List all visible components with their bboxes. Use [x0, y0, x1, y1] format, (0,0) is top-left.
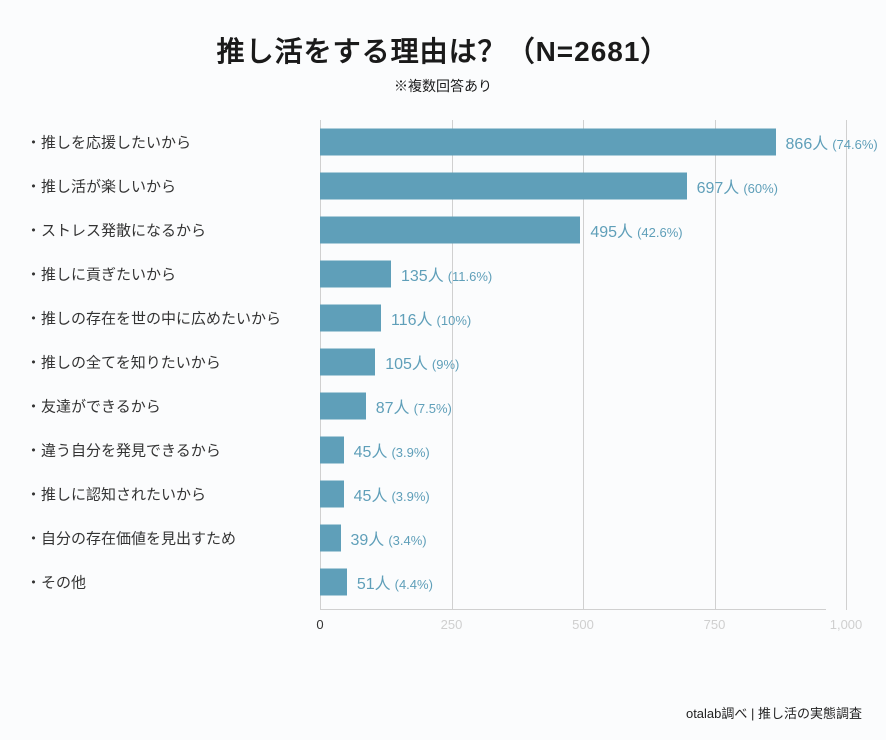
x-tick-label: 250: [441, 617, 463, 632]
chart-title: 推し活をする理由は？（N=2681）: [20, 30, 866, 70]
bar-category-label: ・推しの存在を世の中に広めたいから: [26, 308, 306, 329]
bar: [320, 525, 341, 552]
bar: [320, 261, 391, 288]
bar: [320, 481, 344, 508]
bar: [320, 437, 344, 464]
bar-value-label: 39人(3.4%): [351, 526, 427, 550]
bar-row: ・推しの存在を世の中に広めたいから116人(10%): [320, 296, 826, 340]
chart-footer: otalab調べ | 推し活の実態調査: [686, 703, 862, 722]
chart-container: 推し活をする理由は？（N=2681） ※複数回答あり 0 250 500 750 1,0…: [0, 0, 886, 740]
chart-subtitle: ※複数回答あり: [20, 76, 866, 96]
bar-value-label: 495人(42.6%): [590, 218, 682, 242]
bar-row: ・友達ができるから87人(7.5%): [320, 384, 826, 428]
bar-row: ・違う自分を発見できるから45人(3.9%): [320, 428, 826, 472]
x-tick-label: 750: [704, 617, 726, 632]
bar-category-label: ・ストレス発散になるから: [26, 220, 306, 241]
bar-value-label: 135人(11.6%): [401, 262, 492, 286]
bar-value-label: 697人(60%): [697, 174, 778, 198]
grid-line: [846, 120, 847, 610]
bar-value-label: 87人(7.5%): [376, 394, 452, 418]
bar-row: ・その他51人(4.4%): [320, 560, 826, 604]
bar-category-label: ・その他: [26, 572, 306, 593]
bar-category-label: ・違う自分を発見できるから: [26, 440, 306, 461]
x-tick-label: 1,000: [830, 617, 863, 632]
bar-row: ・推しに認知されたいから45人(3.9%): [320, 472, 826, 516]
bar-category-label: ・友達ができるから: [26, 396, 306, 417]
bar-row: ・自分の存在価値を見出すため39人(3.4%): [320, 516, 826, 560]
bar-category-label: ・推しの全てを知りたいから: [26, 352, 306, 373]
bar-category-label: ・推しに認知されたいから: [26, 484, 306, 505]
bar-category-label: ・推しに貢ぎたいから: [26, 264, 306, 285]
bar-category-label: ・推しを応援したいから: [26, 132, 306, 153]
bar: [320, 393, 366, 420]
bar: [320, 569, 347, 596]
bar: [320, 217, 580, 244]
bar-row: ・推しの全てを知りたいから105人(9%): [320, 340, 826, 384]
bar-value-label: 866人(74.6%): [786, 130, 878, 154]
bar: [320, 349, 375, 376]
bar-category-label: ・推し活が楽しいから: [26, 176, 306, 197]
x-tick-label: 500: [572, 617, 594, 632]
bar: [320, 305, 381, 332]
bar-value-label: 51人(4.4%): [357, 570, 433, 594]
bar-row: ・ストレス発散になるから495人(42.6%): [320, 208, 826, 252]
bar-category-label: ・自分の存在価値を見出すため: [26, 528, 306, 549]
x-tick-label: 0: [316, 617, 323, 632]
bar-value-label: 45人(3.9%): [354, 482, 430, 506]
bar: [320, 173, 687, 200]
bar-row: ・推しを応援したいから866人(74.6%): [320, 120, 826, 164]
plot-area: 02505007501,000 ・推しを応援したいから866人(74.6%)・推…: [320, 120, 826, 650]
bar-row: ・推し活が楽しいから697人(60%): [320, 164, 826, 208]
bar-value-label: 116人(10%): [391, 306, 471, 330]
bar-value-label: 105人(9%): [385, 350, 459, 374]
bar-value-label: 45人(3.9%): [354, 438, 430, 462]
bar-row: ・推しに貢ぎたいから135人(11.6%): [320, 252, 826, 296]
bar: [320, 129, 776, 156]
bars-group: ・推しを応援したいから866人(74.6%)・推し活が楽しいから697人(60%…: [320, 120, 826, 610]
